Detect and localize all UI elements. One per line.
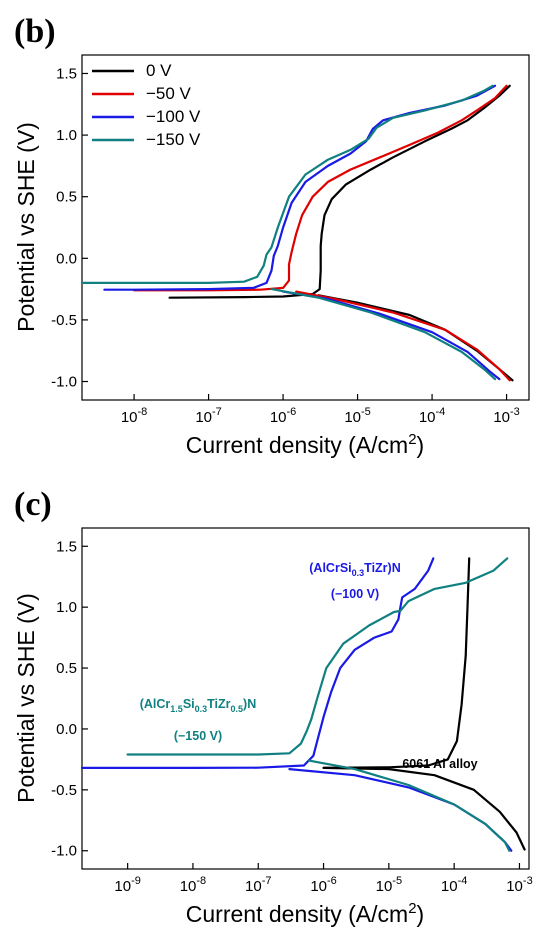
x-tick-label-c-4: 10-5 [376,875,402,895]
y-tick-label-c-3: 0.5 [56,660,77,677]
annotation-0: (AlCrSi0.3TiZr)N [309,561,400,578]
panel-b: (b) -1.0-0.50.00.51.01.5 10-8 10-7 10-6 10-… [13,13,530,458]
x-tick-label-b-3: 10-5 [344,406,370,426]
x-axis-title-c-end: ) [417,901,425,927]
annotation-4: 6061 Al alloy [402,757,477,771]
y-tick-label-c-4: 1.0 [56,599,77,616]
panel-label-c: (c) [14,486,52,523]
annotation-1: (−100 V) [331,587,379,601]
x-tick-label-c-1: 10-8 [180,875,206,895]
series-line-b-0 [168,84,511,299]
plot-frame-c [81,527,530,870]
series-line-c-4 [126,557,509,756]
y-tick-label-b-2: 0.0 [56,250,77,267]
x-tick-label-b-0: 10-8 [121,406,147,426]
series-line-b-3 [295,290,511,382]
x-axis-title-c-main: Current density (A/cm [186,901,408,927]
legend-b: 0 V −50 V −100 V −150 V [92,61,201,149]
series-line-b-7 [270,288,497,381]
y-tick-label-c-1: -0.5 [51,782,77,799]
x-axis-title-b-main: Current density (A/cm [186,432,408,458]
series-line-c-5 [308,759,511,852]
curves-b [80,84,514,382]
x-axis-title-b: Current density (A/cm2) [186,431,424,458]
x-axis-title-b-sup: 2 [408,431,416,448]
y-tick-label-c-2: 0.0 [56,721,77,738]
panel-label-b: (b) [14,13,56,50]
series-line-c-2 [80,557,435,769]
legend-label-0: 0 V [146,61,172,80]
x-tick-label-c-2: 10-7 [245,875,271,895]
annotations-c: (AlCrSi0.3TiZr)N (−100 V) (AlCr1.5Si0.3TiZ… [140,561,478,771]
legend-label-1: −50 V [146,84,192,103]
x-tick-label-c-3: 10-6 [310,875,336,895]
y-ticks-c: -1.0 -0.5 0.0 0.5 1.0 1.5 [51,538,88,860]
curves-c [80,557,526,852]
x-tick-label-b-4: 10-4 [419,406,445,426]
x-axis-title-c-sup: 2 [408,900,416,917]
y-tick-label-b-5: 1.5 [56,65,77,82]
x-tick-label-b-1: 10-7 [195,406,221,426]
x-tick-label-b-2: 10-6 [270,406,296,426]
x-ticks-c: 10-9 10-8 10-7 10-6 10-5 10-4 10-3 [114,863,533,895]
x-tick-label-c-6: 10-3 [506,875,532,895]
series-line-b-6 [80,84,494,284]
y-tick-label-b-0: -1.0 [51,374,77,391]
legend-label-2: −100 V [146,107,201,126]
legend-label-3: −150 V [146,130,201,149]
y-tick-label-c-5: 1.5 [56,538,77,555]
series-line-c-0 [322,557,471,769]
y-axis-title-c: Potential vs SHE (V) [13,593,39,803]
y-axis-title-b: Potential vs SHE (V) [13,122,39,332]
x-axis-title-b-end: ) [417,432,425,458]
x-axis-title-c: Current density (A/cm2) [186,900,424,927]
series-line-c-3 [288,768,513,852]
series-line-b-2 [133,84,508,292]
y-ticks-b: -1.0 -0.5 0.0 0.5 1.0 1.5 [51,65,88,391]
y-tick-label-b-4: 1.0 [56,127,77,144]
series-line-c-1 [322,766,526,851]
y-tick-label-c-0: -1.0 [51,843,77,860]
plot-frame-b [81,54,530,401]
series-line-b-5 [282,290,501,381]
x-ticks-b: 10-8 10-7 10-6 10-5 10-4 10-3 [121,394,520,426]
x-tick-label-c-5: 10-4 [441,875,467,895]
x-tick-label-c-0: 10-9 [114,875,140,895]
annotation-3: (−150 V) [174,729,222,743]
x-tick-label-b-5: 10-3 [493,406,519,426]
annotation-2: (AlCr1.5Si0.3TiZr0.5)N [140,697,257,714]
y-tick-label-b-1: -0.5 [51,312,77,329]
y-tick-label-b-3: 0.5 [56,189,77,206]
panel-c: (c) -1.0-0.50.00.51.01.5 10-9 10-8 10-7 10-… [13,486,533,927]
